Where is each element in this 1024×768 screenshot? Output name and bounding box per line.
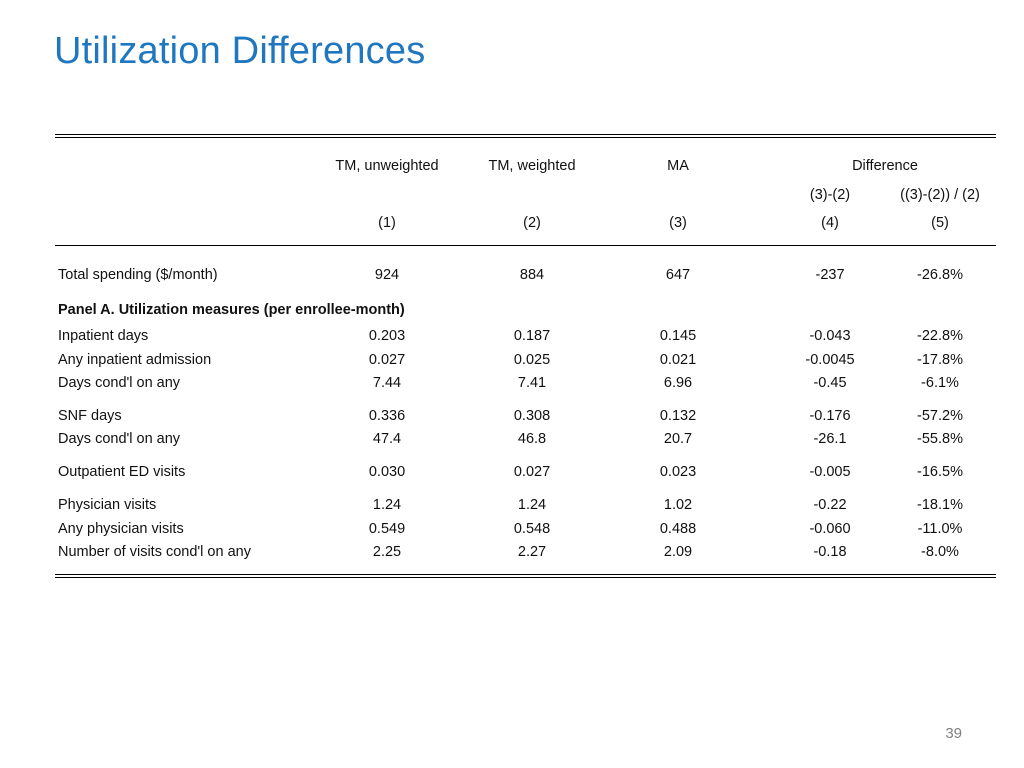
panel-a-heading: Panel A. Utilization measures (per enrol… xyxy=(58,302,405,318)
header-num2: (2) xyxy=(523,215,541,231)
cell-col3: 0.145 xyxy=(659,328,697,344)
cell-col5: -57.2% xyxy=(917,408,963,424)
header-num5: (5) xyxy=(931,215,949,231)
cell-col4: -0.043 xyxy=(809,328,851,344)
cell-col5: -55.8% xyxy=(917,431,963,447)
cell-col2: 7.41 xyxy=(517,375,547,391)
row-label: Days cond'l on any xyxy=(58,375,181,391)
cell-col1: 47.4 xyxy=(372,431,402,447)
cell-col2: 2.27 xyxy=(517,544,547,560)
cell-col1: 7.44 xyxy=(372,375,402,391)
cell-col3: 0.021 xyxy=(659,352,697,368)
cell-col2: 0.308 xyxy=(513,408,551,424)
row-label: Inpatient days xyxy=(58,328,149,344)
header-difference: Difference xyxy=(852,158,918,174)
cell-col5: -16.5% xyxy=(917,464,963,480)
header-num3: (3) xyxy=(669,215,687,231)
header-col1: TM, unweighted xyxy=(335,158,439,174)
cell-col4: -0.176 xyxy=(809,408,851,424)
header-col2: TM, weighted xyxy=(488,158,576,174)
cell-col1: 2.25 xyxy=(372,544,402,560)
cell-col1: 0.030 xyxy=(368,464,406,480)
cell-col4: -0.060 xyxy=(809,521,851,537)
cell-col2: 1.24 xyxy=(517,497,547,513)
header-num1: (1) xyxy=(378,215,396,231)
cell-col5: -6.1% xyxy=(921,375,959,391)
cell-col4: -26.1 xyxy=(813,431,847,447)
cell-col5: -18.1% xyxy=(917,497,963,513)
cell-col1: 1.24 xyxy=(372,497,402,513)
row-label: Any inpatient admission xyxy=(58,352,212,368)
header-num4: (4) xyxy=(821,215,839,231)
cell-col3: 647 xyxy=(665,267,691,283)
row-label: Physician visits xyxy=(58,497,157,513)
cell-col5: -22.8% xyxy=(917,328,963,344)
header-col3: MA xyxy=(667,158,689,174)
cell-col2: 0.187 xyxy=(513,328,551,344)
row-label: Any physician visits xyxy=(58,521,184,537)
cell-col5: -26.8% xyxy=(917,267,963,283)
cell-col1: 0.336 xyxy=(368,408,406,424)
cell-col2: 46.8 xyxy=(517,431,547,447)
cell-col1: 924 xyxy=(374,267,400,283)
cell-col4: -237 xyxy=(815,267,845,283)
row-label: Total spending ($/month) xyxy=(58,267,218,283)
cell-col2: 0.548 xyxy=(513,521,551,537)
cell-col5: -17.8% xyxy=(917,352,963,368)
row-label: Outpatient ED visits xyxy=(58,464,186,480)
cell-col2: 0.027 xyxy=(513,464,551,480)
cell-col3: 0.488 xyxy=(659,521,697,537)
slide-title: Utilization Differences xyxy=(54,30,426,72)
cell-col2: 884 xyxy=(519,267,545,283)
cell-col3: 1.02 xyxy=(663,497,693,513)
cell-col4: -0.0045 xyxy=(805,352,855,368)
header-rule xyxy=(55,245,996,246)
cell-col3: 2.09 xyxy=(663,544,693,560)
table-bottom-rule xyxy=(55,574,996,578)
cell-col3: 6.96 xyxy=(663,375,693,391)
cell-col4: -0.45 xyxy=(813,375,847,391)
row-label: Number of visits cond'l on any xyxy=(58,544,251,560)
row-label: SNF days xyxy=(58,408,122,424)
header-col4-sub: (3)-(2) xyxy=(809,187,851,203)
page-number: 39 xyxy=(945,725,962,742)
cell-col4: -0.22 xyxy=(813,497,847,513)
cell-col4: -0.18 xyxy=(813,544,847,560)
cell-col1: 0.549 xyxy=(368,521,406,537)
cell-col1: 0.027 xyxy=(368,352,406,368)
cell-col3: 0.132 xyxy=(659,408,697,424)
cell-col2: 0.025 xyxy=(513,352,551,368)
cell-col4: -0.005 xyxy=(809,464,851,480)
cell-col3: 0.023 xyxy=(659,464,697,480)
cell-col5: -11.0% xyxy=(917,521,963,537)
header-col5-sub: ((3)-(2)) / (2) xyxy=(900,187,980,203)
cell-col1: 0.203 xyxy=(368,328,406,344)
cell-col5: -8.0% xyxy=(921,544,959,560)
cell-col3: 20.7 xyxy=(663,431,693,447)
table-top-rule xyxy=(55,134,996,138)
row-label: Days cond'l on any xyxy=(58,431,181,447)
